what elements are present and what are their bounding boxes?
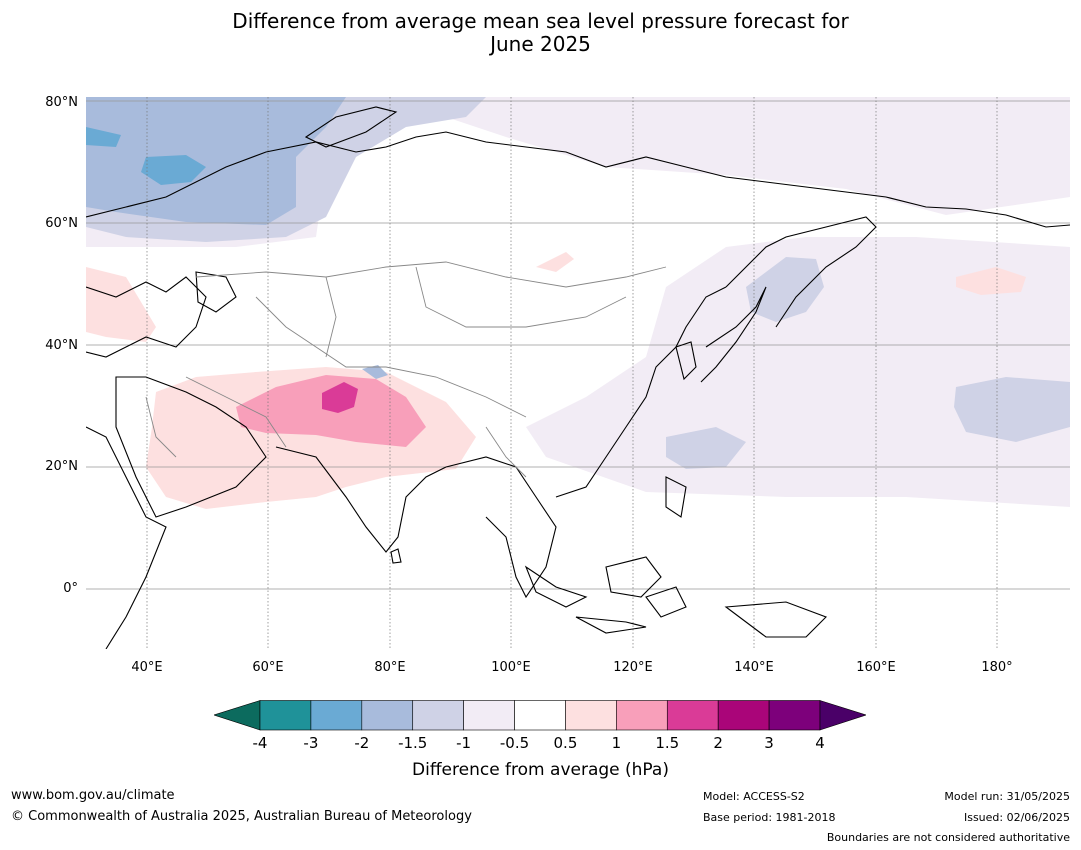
colorbar-max-extend	[819, 700, 866, 731]
colorbar	[214, 700, 866, 731]
colorbar-tick-label: -4	[252, 734, 268, 752]
lat-label-40n: 40°N	[45, 338, 78, 353]
colorbar-label: Difference from average (hPa)	[412, 760, 669, 780]
colorbar-tick-label: 2	[713, 734, 723, 752]
disclaimer-text: Boundaries are not considered authoritat…	[826, 831, 1070, 844]
anomaly-fills	[86, 97, 1070, 509]
colorbar-tick-label: 1.5	[655, 734, 680, 752]
lon-label-40e: 40°E	[131, 660, 163, 675]
lon-label-160e: 160°E	[856, 660, 896, 675]
map-canvas	[86, 97, 1070, 649]
colorbar-segment	[259, 700, 312, 731]
lat-label-0: 0°	[63, 581, 78, 596]
lat-label-60n: 60°N	[45, 216, 78, 231]
colorbar-segment	[565, 700, 617, 731]
lon-label-60e: 60°E	[252, 660, 284, 675]
country-borders	[145, 261, 667, 478]
colorbar-segment	[717, 700, 770, 731]
model-text: Model: ACCESS-S2	[703, 790, 805, 803]
model-run-text: Model run: 31/05/2025	[944, 790, 1070, 803]
colorbar-tick-label: 0.5	[553, 734, 578, 752]
colorbar-segment	[361, 700, 414, 731]
bom-website-link[interactable]: www.bom.gov.au/climate	[11, 788, 175, 803]
graticule	[86, 97, 1070, 649]
colorbar-tick-label: -2	[354, 734, 370, 752]
colorbar-min-extend	[214, 700, 261, 731]
colorbar-segment	[768, 700, 821, 731]
lon-label-80e: 80°E	[374, 660, 406, 675]
lon-label-180: 180°	[981, 660, 1013, 675]
colorbar-segment	[310, 700, 363, 731]
colorbar-segment	[463, 700, 515, 731]
colorbar-tick-label: -0.5	[499, 734, 530, 752]
colorbar-tick-label: -1	[456, 734, 472, 752]
colorbar-segment	[616, 700, 668, 731]
colorbar-tick-label: -3	[303, 734, 319, 752]
copyright-text: © Commonwealth of Australia 2025, Austra…	[11, 809, 472, 824]
lon-label-100e: 100°E	[491, 660, 531, 675]
base-period-text: Base period: 1981-2018	[703, 811, 836, 824]
title-line-1: Difference from average mean sea level p…	[232, 9, 849, 33]
colorbar-tick-label: -1.5	[398, 734, 428, 752]
lon-label-140e: 140°E	[734, 660, 774, 675]
coastlines	[86, 106, 1070, 649]
title-line-2: June 2025	[490, 32, 591, 56]
lat-label-80n: 80°N	[45, 95, 78, 110]
lon-label-120e: 120°E	[613, 660, 653, 675]
map-title: Difference from average mean sea level p…	[0, 10, 1081, 56]
pressure-anomaly-map	[86, 97, 1070, 649]
lat-label-20n: 20°N	[45, 459, 78, 474]
issued-text: Issued: 02/06/2025	[963, 811, 1070, 824]
colorbar-tick-label: 1	[611, 734, 622, 752]
colorbar-tick-label: 4	[815, 734, 825, 752]
colorbar-segment	[412, 700, 464, 731]
colorbar-segment	[666, 700, 719, 731]
colorbar-segment	[514, 700, 566, 731]
colorbar-tick-label: 3	[764, 734, 774, 752]
